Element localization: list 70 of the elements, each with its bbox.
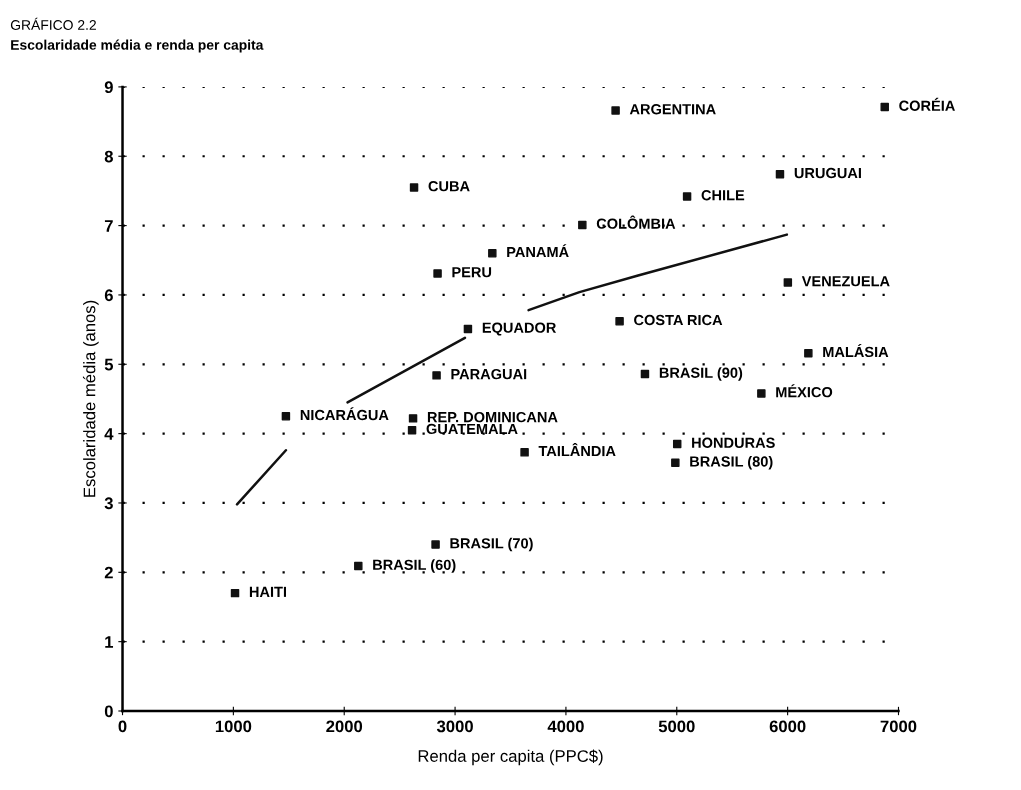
annotation: MÉXICO bbox=[776, 384, 833, 398]
y-tick-label: 3 bbox=[104, 497, 113, 510]
annotation: PARAGUAI bbox=[451, 368, 527, 380]
y-tick-label: 8 bbox=[104, 150, 113, 163]
y-tick-label: 0 bbox=[104, 705, 113, 718]
point bbox=[775, 170, 785, 179]
point bbox=[804, 348, 813, 358]
y-axis-title: Escolaridade média (anos) bbox=[82, 300, 99, 497]
annotation: BRASIL (70) bbox=[450, 537, 533, 552]
x-tick-label: 1000 bbox=[215, 720, 252, 733]
point bbox=[431, 540, 440, 549]
annotation: PANAMÁ bbox=[507, 244, 569, 258]
annotation: VENEZUELA bbox=[801, 276, 890, 287]
point bbox=[433, 269, 442, 278]
annotation: REP. DOMINICANA bbox=[427, 411, 558, 423]
x-tick-label: 3000 bbox=[436, 720, 473, 733]
annotation: COLÔMBIA bbox=[596, 215, 676, 229]
point bbox=[520, 448, 529, 457]
annotation: ARGENTINA bbox=[629, 104, 716, 115]
point bbox=[640, 369, 650, 379]
point bbox=[611, 106, 620, 115]
annotation: CORÉIA bbox=[899, 97, 955, 111]
annotation: TAILÂNDIA bbox=[538, 443, 616, 457]
point bbox=[432, 371, 441, 380]
y-tick-label: 6 bbox=[104, 289, 113, 302]
x-tick-label: 4000 bbox=[547, 720, 584, 733]
x-tick-label: 5000 bbox=[658, 720, 695, 733]
point bbox=[463, 324, 473, 334]
y-tick-label: 4 bbox=[104, 428, 114, 440]
annotation: URUGUAI bbox=[794, 167, 861, 179]
y-tick-label: 2 bbox=[104, 566, 113, 579]
x-tick-label: 7000 bbox=[880, 720, 917, 733]
annotation: EQUADOR bbox=[482, 322, 557, 336]
y-tick-label: 5 bbox=[104, 358, 114, 371]
point bbox=[783, 278, 793, 287]
y-tick-label: 7 bbox=[104, 220, 113, 232]
annotation: BRASIL (80) bbox=[690, 455, 773, 470]
annotation: HONDURAS bbox=[692, 437, 775, 448]
y-tick-label: 9 bbox=[104, 81, 113, 94]
annotation: COSTA RICA bbox=[634, 314, 723, 326]
point bbox=[488, 249, 497, 258]
annotation: PERU bbox=[452, 267, 492, 278]
chart-subtitle: Escolaridade média e renda per capita bbox=[11, 39, 264, 53]
y-tick-label: 1 bbox=[105, 636, 114, 648]
point bbox=[407, 425, 417, 435]
annotation: GUATEMALA bbox=[426, 423, 518, 435]
point bbox=[409, 183, 419, 192]
annotation: HAITI bbox=[249, 586, 287, 597]
point bbox=[880, 102, 889, 112]
x-tick-label: 6000 bbox=[769, 720, 806, 733]
annotation: MALÁSIA bbox=[823, 344, 889, 358]
point bbox=[757, 389, 766, 398]
point bbox=[578, 220, 587, 230]
point bbox=[682, 192, 692, 201]
point bbox=[671, 458, 680, 467]
annotation: BRASIL (90) bbox=[659, 367, 743, 381]
x-tick-label: 2000 bbox=[326, 720, 363, 733]
point bbox=[672, 439, 682, 449]
annotation: CHILE bbox=[701, 190, 745, 201]
chart-title: GRÁFICO 2.2 bbox=[10, 17, 96, 30]
x-axis-title: Renda per capita (PPC$) bbox=[418, 749, 603, 766]
point bbox=[281, 412, 291, 421]
point bbox=[230, 588, 240, 598]
point bbox=[408, 414, 418, 423]
annotation: CUBA bbox=[428, 181, 470, 192]
point bbox=[615, 317, 624, 326]
annotation: BRASIL (60) bbox=[373, 559, 456, 573]
annotation: NICARÁGUA bbox=[300, 407, 389, 421]
point bbox=[354, 561, 363, 571]
x-tick-label: 0 bbox=[118, 720, 127, 733]
